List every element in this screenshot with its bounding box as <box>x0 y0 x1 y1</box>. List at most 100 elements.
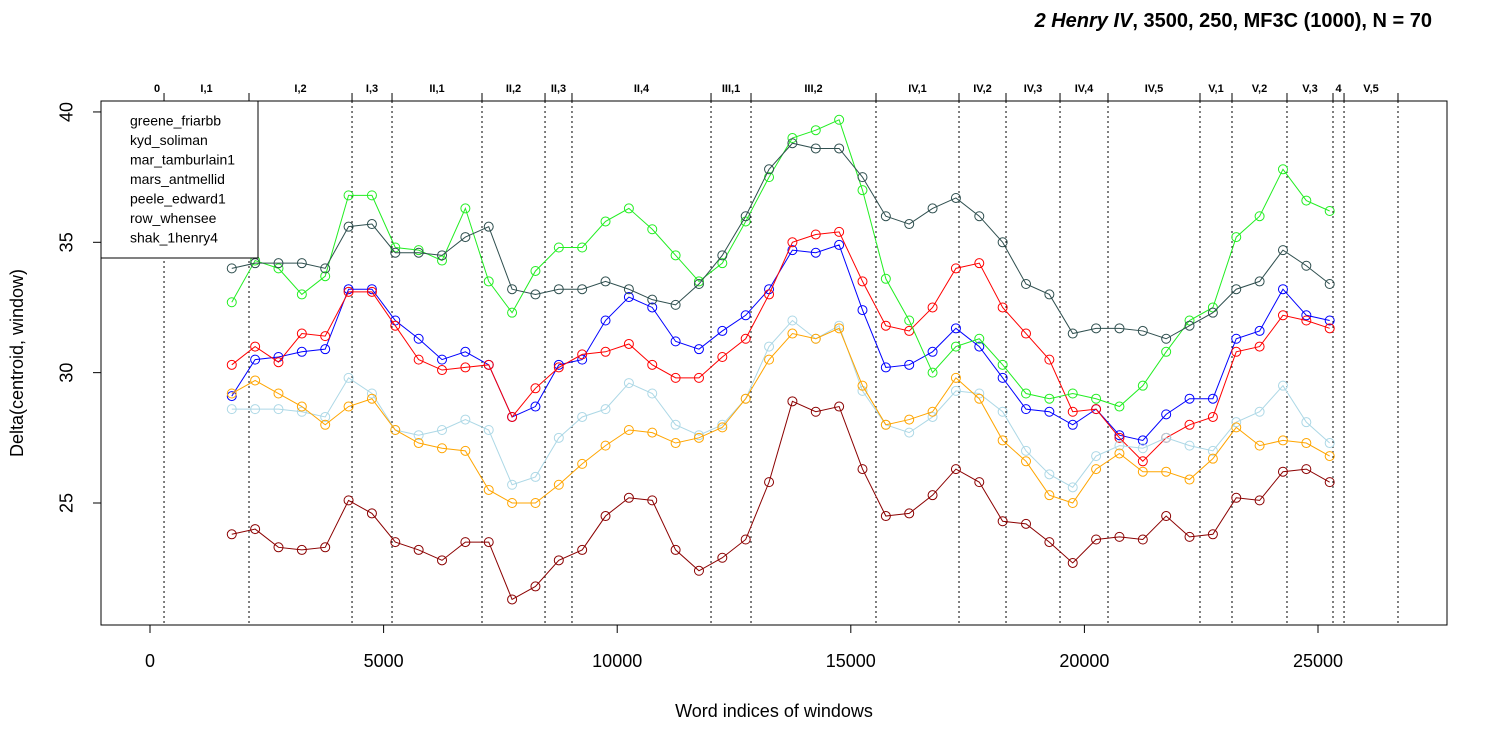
scene-label: II,3 <box>551 83 566 95</box>
point <box>413 438 424 449</box>
point <box>880 419 891 430</box>
series-line <box>231 119 1330 408</box>
point <box>764 289 775 300</box>
point <box>413 430 424 441</box>
point <box>1021 388 1032 399</box>
point <box>226 263 237 274</box>
point <box>413 333 424 344</box>
point <box>1207 445 1218 456</box>
point <box>1067 482 1078 493</box>
point <box>997 372 1008 383</box>
point <box>1184 440 1195 451</box>
plot-frame <box>100 100 1448 626</box>
point <box>927 490 938 501</box>
point <box>600 315 611 326</box>
point <box>647 359 658 370</box>
point <box>787 237 798 248</box>
scene-label: V,5 <box>1363 83 1379 95</box>
point <box>1324 451 1335 462</box>
scene-label: II,2 <box>506 83 521 95</box>
point <box>1161 466 1172 477</box>
point <box>693 276 704 287</box>
point <box>577 349 588 360</box>
y-tick-label: 35 <box>57 232 77 252</box>
point <box>507 497 518 508</box>
point <box>1184 393 1195 404</box>
x-tick-label: 0 <box>145 651 155 671</box>
point <box>623 338 634 349</box>
point <box>250 341 261 352</box>
point <box>717 258 728 269</box>
point <box>1277 164 1288 175</box>
point <box>623 424 634 435</box>
point <box>366 393 377 404</box>
scene-label: II,4 <box>634 83 650 95</box>
point <box>857 305 868 316</box>
point <box>1137 435 1148 446</box>
point <box>1231 422 1242 433</box>
point <box>460 203 471 214</box>
point <box>670 250 681 261</box>
point <box>250 524 261 535</box>
y-tick-label: 40 <box>57 102 77 122</box>
x-tick-label: 10000 <box>592 651 642 671</box>
point <box>226 391 237 402</box>
series-line <box>231 319 1331 489</box>
point <box>296 258 307 269</box>
point <box>1301 195 1312 206</box>
point <box>507 284 518 295</box>
point <box>647 427 658 438</box>
point <box>250 375 261 386</box>
point <box>1114 448 1125 459</box>
legend-entry: shak_1henry4 <box>130 230 218 246</box>
point <box>974 333 985 344</box>
point <box>320 542 331 553</box>
point <box>437 555 448 566</box>
point <box>950 263 961 274</box>
x-tick-label: 5000 <box>364 651 404 671</box>
point <box>553 479 564 490</box>
point <box>507 479 518 490</box>
point <box>927 203 938 214</box>
point <box>413 247 424 258</box>
legend-entry: mars_antmellid <box>130 171 225 187</box>
y-tick-label: 25 <box>57 493 77 513</box>
point <box>553 242 564 253</box>
point <box>693 565 704 576</box>
point <box>530 265 541 276</box>
point <box>296 406 307 417</box>
point <box>1067 419 1078 430</box>
point <box>1207 453 1218 464</box>
point <box>834 323 845 334</box>
point <box>1091 451 1102 462</box>
point <box>997 359 1008 370</box>
point <box>904 219 915 230</box>
point <box>950 372 961 383</box>
point <box>1207 411 1218 422</box>
point <box>460 232 471 243</box>
point <box>1301 438 1312 449</box>
point <box>483 221 494 232</box>
point <box>950 464 961 475</box>
point <box>553 555 564 566</box>
chart-title: 2 Henry IV, 3500, 250, MF3C (1000), N = … <box>1034 10 1432 32</box>
point <box>974 341 985 352</box>
point <box>974 258 985 269</box>
point <box>1044 393 1055 404</box>
point <box>460 346 471 357</box>
point <box>366 219 377 230</box>
point <box>1324 438 1335 449</box>
point <box>1137 466 1148 477</box>
point <box>1207 393 1218 404</box>
point <box>413 245 424 256</box>
point <box>437 424 448 435</box>
point <box>577 458 588 469</box>
point <box>1301 315 1312 326</box>
point <box>693 279 704 290</box>
point <box>1021 456 1032 467</box>
point <box>1044 354 1055 365</box>
point <box>1021 279 1032 290</box>
point <box>834 143 845 154</box>
point <box>810 143 821 154</box>
point <box>997 435 1008 446</box>
